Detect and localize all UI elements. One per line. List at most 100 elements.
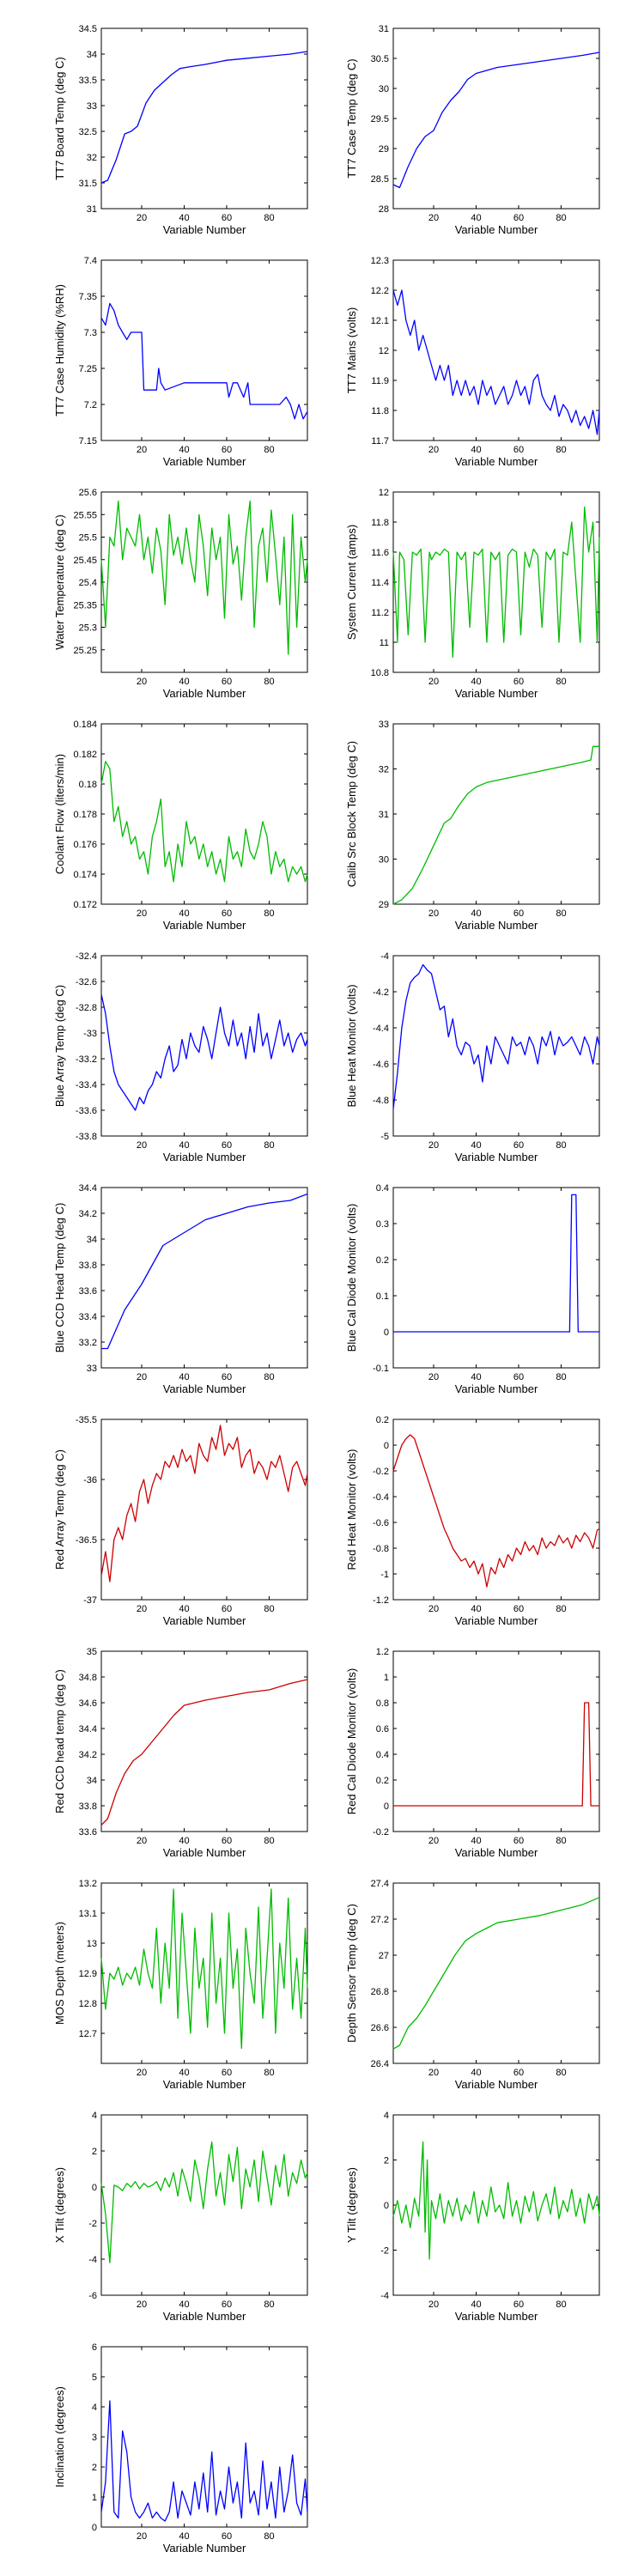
y-tick-label: -0.6 xyxy=(373,1518,389,1528)
x-axis-label: Variable Number xyxy=(163,919,246,932)
x-tick-label: 60 xyxy=(513,908,524,919)
chart-2: 20 40 60 80 28 28.5 29 29.5 30 30.5 31 Variable Num… xyxy=(345,24,600,236)
y-tick-label: 12.1 xyxy=(371,316,389,326)
y-axis-label: Y Tilt (degrees) xyxy=(345,2167,358,2243)
x-axis-label: Variable Number xyxy=(163,1151,246,1163)
y-tick-label: -32.8 xyxy=(76,1003,97,1013)
x-tick-label: 40 xyxy=(179,213,189,223)
y-tick-label: 1.2 xyxy=(376,1647,389,1657)
y-tick-label: 26.6 xyxy=(371,2023,389,2033)
y-tick-label: -4.2 xyxy=(373,987,389,998)
x-tick-label: 20 xyxy=(428,1836,439,1846)
x-axis-label: Variable Number xyxy=(455,1614,538,1627)
y-tick-label: 0 xyxy=(384,1801,389,1812)
x-axis-label: Variable Number xyxy=(455,1151,538,1163)
x-tick-label: 20 xyxy=(428,2068,439,2078)
y-tick-label: 27.4 xyxy=(371,1879,389,1889)
y-tick-label: 1 xyxy=(92,2493,97,2503)
x-axis-label: Variable Number xyxy=(163,2310,246,2323)
chart-6: 20 40 60 80 10.8 11 11.2 11.4 11.6 11.8 12 Variable… xyxy=(345,488,600,700)
y-axis-label: MOS Depth (meters) xyxy=(53,1922,66,2025)
plot-frame xyxy=(392,955,600,1137)
x-tick-label: 40 xyxy=(179,1604,189,1614)
y-tick-label: -4.4 xyxy=(373,1024,389,1034)
y-tick-label: 29 xyxy=(379,900,389,910)
y-tick-label: 2 xyxy=(92,2147,97,2157)
y-tick-label: 34 xyxy=(87,1776,97,1786)
chart-9: 20 40 60 80 -33.8 -33.6 -33.4 -33.2 -33 -32.8 -32.… xyxy=(53,951,308,1163)
x-axis-label: Variable Number xyxy=(163,2542,246,2555)
y-tick-label: -1 xyxy=(380,1570,389,1580)
x-tick-label: 40 xyxy=(471,2068,481,2078)
y-tick-label: 0.2 xyxy=(376,1776,389,1786)
y-tick-label: 13.1 xyxy=(79,1909,97,1919)
x-tick-label: 60 xyxy=(222,2068,232,2078)
chart-21: 20 40 60 80 0 1 2 3 4 5 6 Variable Number Inclinatio… xyxy=(53,2342,308,2555)
x-tick-label: 20 xyxy=(137,677,147,687)
y-axis-label: Blue Cal Diode Monitor (volts) xyxy=(345,1204,358,1352)
x-tick-label: 80 xyxy=(556,1140,566,1151)
x-tick-label: 60 xyxy=(513,1372,524,1382)
y-axis-label: Blue Array Temp (deg C) xyxy=(53,985,66,1107)
plot-frame xyxy=(392,1882,600,2064)
y-tick-label: 0 xyxy=(92,2523,97,2533)
y-tick-label: 11.8 xyxy=(371,518,389,528)
y-tick-label: 12 xyxy=(379,346,389,356)
y-axis-label: Red Cal Diode Monitor (volts) xyxy=(345,1668,358,1815)
y-tick-label: 11.8 xyxy=(371,406,389,416)
series-line xyxy=(393,1702,599,1807)
y-axis-label: TT7 Mains (volts) xyxy=(345,307,358,393)
chart-15: 20 40 60 80 33.6 33.8 34 34.2 34.4 34.6 34.8 35 Vari… xyxy=(53,1647,308,1859)
x-tick-label: 60 xyxy=(222,2531,232,2542)
x-tick-label: 60 xyxy=(513,445,524,455)
x-tick-label: 20 xyxy=(137,1604,147,1614)
y-tick-label: 0 xyxy=(92,2183,97,2193)
x-tick-label: 40 xyxy=(179,1836,189,1846)
x-axis-label: Variable Number xyxy=(455,1846,538,1859)
x-tick-label: 80 xyxy=(264,908,274,919)
y-tick-label: 33.8 xyxy=(79,1261,97,1271)
series-line xyxy=(100,1888,308,2050)
series-line xyxy=(100,302,308,420)
y-axis-label: Red Heat Monitor (volts) xyxy=(345,1449,358,1571)
y-tick-label: 26.8 xyxy=(371,1987,389,1997)
y-tick-label: 0.182 xyxy=(73,750,97,760)
x-axis-label: Variable Number xyxy=(455,919,538,932)
x-tick-label: 20 xyxy=(137,1140,147,1151)
plot-frame xyxy=(100,1650,308,1832)
x-tick-label: 60 xyxy=(222,2300,232,2310)
y-tick-label: 34.4 xyxy=(79,1183,97,1194)
y-tick-label: 25.35 xyxy=(73,600,97,611)
chart-8: 20 40 60 80 29 30 31 32 33 Variable Number Calib S… xyxy=(345,720,600,932)
series-line xyxy=(392,745,599,905)
plot-frame xyxy=(100,259,308,441)
chart-3: 20 40 60 80 7.15 7.2 7.25 7.3 7.35 7.4 Variable Nu… xyxy=(53,256,308,468)
series-line xyxy=(100,1425,308,1583)
x-axis-label: Variable Number xyxy=(163,1846,246,1859)
x-tick-label: 80 xyxy=(264,1140,274,1151)
x-tick-label: 40 xyxy=(179,2068,189,2078)
y-tick-label: -32.4 xyxy=(76,951,97,962)
y-tick-label: -36.5 xyxy=(76,1535,97,1546)
x-tick-label: 60 xyxy=(222,1140,232,1151)
x-tick-label: 60 xyxy=(513,1836,524,1846)
x-tick-label: 40 xyxy=(471,677,481,687)
y-tick-label: -0.4 xyxy=(373,1492,389,1503)
x-tick-label: 60 xyxy=(222,677,232,687)
y-tick-label: 33.5 xyxy=(79,76,97,86)
plot-frame xyxy=(100,491,308,673)
y-tick-label: 0.2 xyxy=(376,1255,389,1266)
y-tick-label: 11.2 xyxy=(371,608,389,618)
series-line xyxy=(392,289,600,435)
y-tick-label: 31 xyxy=(87,204,97,215)
y-tick-label: 30 xyxy=(379,84,389,94)
series-line xyxy=(392,1897,600,2050)
y-tick-label: 33.6 xyxy=(79,1827,97,1838)
x-tick-label: 20 xyxy=(428,677,439,687)
y-tick-label: -33.4 xyxy=(76,1080,97,1091)
x-tick-label: 60 xyxy=(222,908,232,919)
y-tick-label: 27.2 xyxy=(371,1915,389,1925)
series-line xyxy=(101,1193,308,1350)
chart-10: 20 40 60 80 -5 -4.8 -4.6 -4.4 -4.2 -4 Variable Num… xyxy=(345,951,600,1163)
